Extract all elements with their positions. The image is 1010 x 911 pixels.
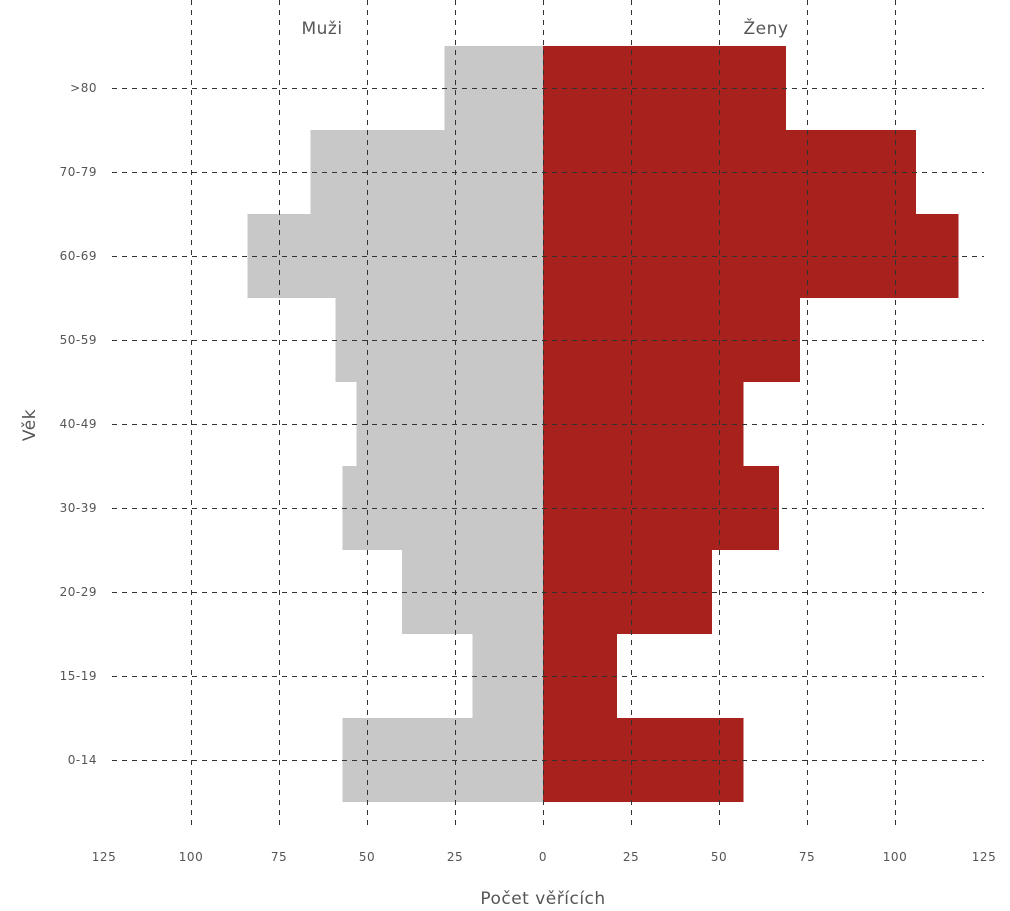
bar-male-3 <box>335 298 543 382</box>
y-tick-label-3: 50-59 <box>60 333 97 347</box>
x-tick-label-2: 75 <box>271 850 287 864</box>
y-axis-title: Věk <box>20 409 40 441</box>
bar-male-4 <box>356 382 543 466</box>
bar-female-1 <box>543 130 917 214</box>
x-tick-label-4: 25 <box>447 850 463 864</box>
labels-layer: >80 70-79 60-69 50-59 40-49 30-39 20-29 15-19 0-… <box>60 81 996 864</box>
x-tick-label-7: 50 <box>711 850 727 864</box>
legend-label-male: Muži <box>301 19 342 39</box>
x-tick-label-6: 25 <box>623 850 639 864</box>
x-tick-label-3: 50 <box>359 850 375 864</box>
bar-female-3 <box>543 298 800 382</box>
y-tick-label-5: 30-39 <box>60 501 97 515</box>
y-tick-label-2: 60-69 <box>60 249 97 263</box>
y-tick-label-7: 15-19 <box>60 669 97 683</box>
grid-layer <box>112 0 984 830</box>
legend-label-female: Ženy <box>744 17 789 39</box>
x-tick-label-5: 0 <box>539 850 547 864</box>
x-tick-label-8: 75 <box>799 850 815 864</box>
y-tick-label-8: 0-14 <box>68 753 97 767</box>
y-tick-label-0: >80 <box>70 81 97 95</box>
y-tick-label-1: 70-79 <box>60 165 97 179</box>
legend-layer: Muži Ženy <box>301 17 788 39</box>
x-axis-title: Počet věřících <box>480 889 605 909</box>
y-tick-label-6: 20-29 <box>60 585 97 599</box>
x-tick-label-0: 125 <box>92 850 116 864</box>
x-tick-label-10: 125 <box>972 850 996 864</box>
x-tick-label-1: 100 <box>179 850 203 864</box>
y-tick-label-4: 40-49 <box>60 417 97 431</box>
x-tick-label-9: 100 <box>883 850 907 864</box>
